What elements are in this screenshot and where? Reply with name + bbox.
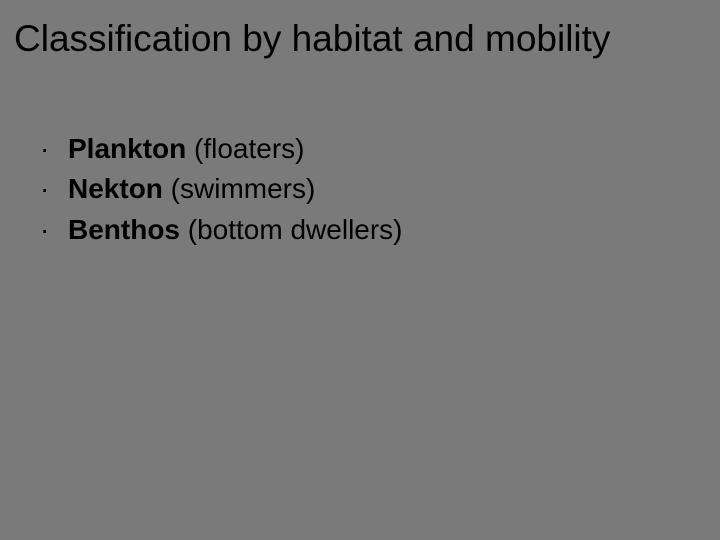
list-item: Nekton (swimmers) — [40, 169, 706, 210]
slide: Classification by habitat and mobility P… — [0, 0, 720, 540]
desc-text: (swimmers) — [163, 173, 315, 204]
list-item: Plankton (floaters) — [40, 129, 706, 170]
term-text: Nekton — [68, 173, 163, 204]
desc-text: (floaters) — [186, 133, 304, 164]
desc-text: (bottom dwellers) — [180, 214, 403, 245]
term-text: Plankton — [68, 133, 186, 164]
bullet-list: Plankton (floaters) Nekton (swimmers) Be… — [14, 129, 706, 251]
slide-title: Classification by habitat and mobility — [14, 18, 706, 61]
list-item: Benthos (bottom dwellers) — [40, 210, 706, 251]
term-text: Benthos — [68, 214, 180, 245]
